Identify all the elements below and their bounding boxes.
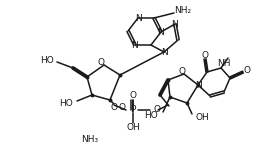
Text: P: P <box>130 105 136 115</box>
Text: N: N <box>135 14 141 22</box>
Text: O: O <box>153 105 160 115</box>
Text: O: O <box>118 103 126 113</box>
Text: OH: OH <box>126 124 140 132</box>
Text: O: O <box>129 91 136 101</box>
Text: O: O <box>111 103 117 111</box>
Text: N: N <box>172 20 178 28</box>
Text: HO: HO <box>40 55 54 65</box>
Text: N: N <box>158 28 164 36</box>
Text: HO: HO <box>144 111 158 120</box>
Text: NH: NH <box>217 59 231 67</box>
Text: N: N <box>132 41 138 49</box>
Text: HO: HO <box>59 99 73 107</box>
Text: NH₃: NH₃ <box>81 136 99 144</box>
Text: O: O <box>97 57 105 67</box>
Text: O: O <box>201 51 209 59</box>
Text: O: O <box>244 65 251 75</box>
Text: O: O <box>179 67 185 75</box>
Text: N: N <box>161 47 167 57</box>
Text: N: N <box>195 81 201 89</box>
Text: NH₂: NH₂ <box>174 6 191 14</box>
Text: OH: OH <box>196 113 210 122</box>
